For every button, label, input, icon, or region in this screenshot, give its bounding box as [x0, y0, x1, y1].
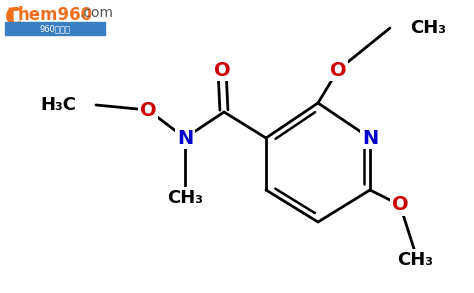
Text: O: O: [330, 60, 346, 79]
Text: ⌈: ⌈: [5, 8, 19, 37]
Text: N: N: [362, 129, 378, 147]
Bar: [5, 22, 105, 35]
Text: hem960: hem960: [18, 6, 93, 24]
Text: .com: .com: [80, 6, 114, 20]
Text: O: O: [392, 195, 408, 214]
Text: CH₃: CH₃: [410, 19, 446, 37]
Text: C: C: [5, 6, 22, 30]
Text: 960化工网: 960化工网: [39, 24, 71, 33]
Text: O: O: [140, 100, 156, 120]
Text: H₃C: H₃C: [40, 96, 76, 114]
Text: CH₃: CH₃: [167, 189, 203, 207]
Text: O: O: [214, 60, 230, 79]
Text: CH₃: CH₃: [397, 251, 433, 269]
Text: N: N: [177, 129, 193, 147]
